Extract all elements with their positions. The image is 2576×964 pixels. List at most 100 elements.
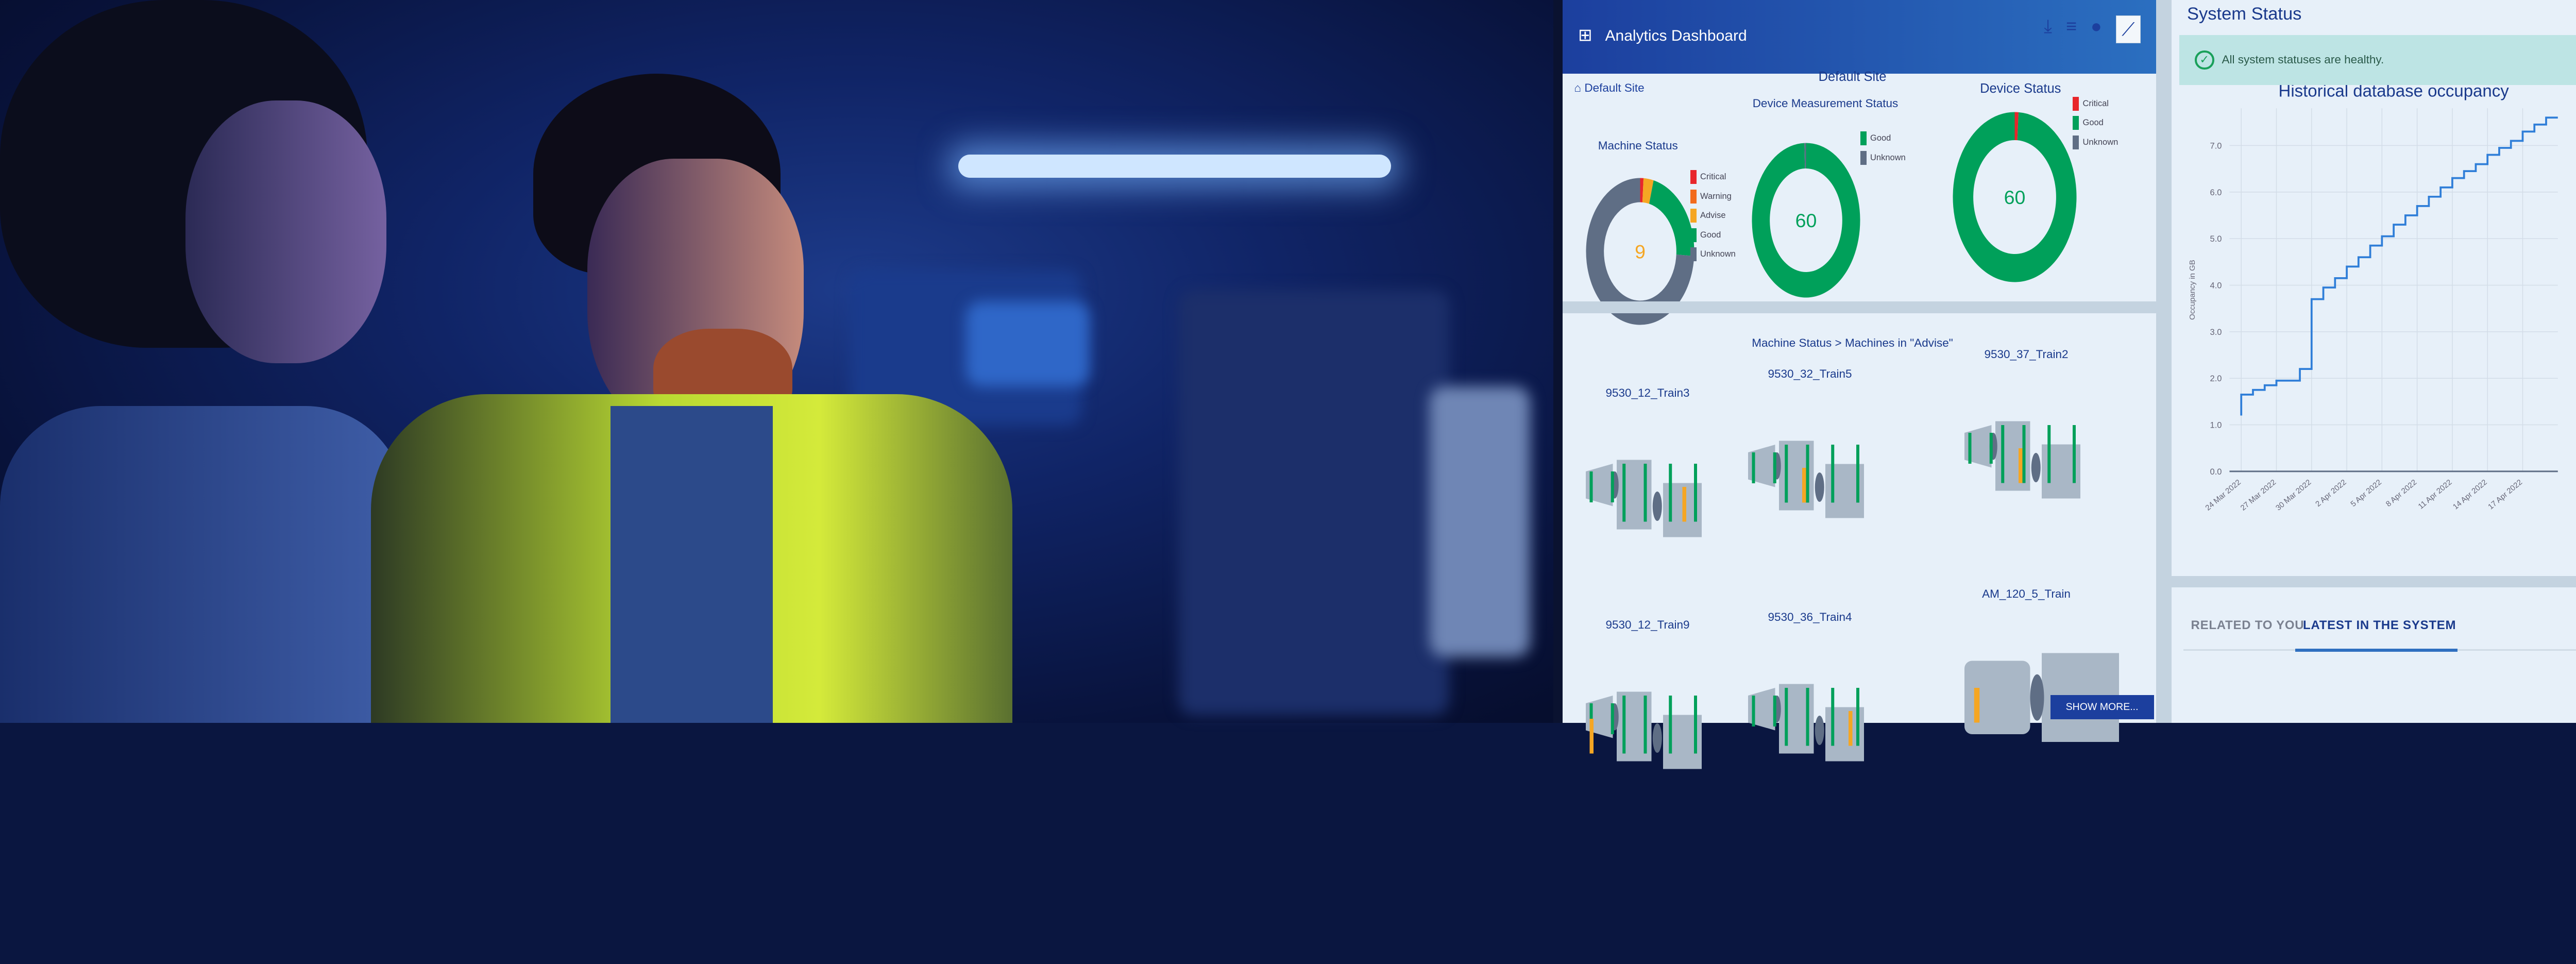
device-measurement-status-title: Device Measurement Status: [1752, 96, 1899, 110]
y-axis-label: Occupancy in GB: [2188, 260, 2197, 320]
monitor-blur: [966, 301, 1090, 386]
cabinet-blur: [1430, 386, 1530, 657]
home-icon: ⌂: [1574, 81, 1585, 94]
donut-slice-critical[interactable]: [2014, 112, 2019, 141]
legend-item[interactable]: Good: [2073, 116, 2118, 130]
legend-item[interactable]: Unknown: [1860, 150, 1906, 165]
donut-center-value: 60: [2004, 187, 2026, 208]
legend-label: Advise: [1700, 211, 1726, 220]
legend-swatch: [2073, 116, 2079, 130]
donut-center-value: 60: [1795, 210, 1817, 231]
x-tick-label: 5 Apr 2022: [2349, 478, 2383, 509]
legend-item[interactable]: Good: [1690, 228, 1736, 242]
donut-center-value: 9: [1635, 241, 1646, 262]
legend-label: Good: [1700, 230, 1721, 240]
y-tick-label: 3.0: [2210, 328, 2222, 337]
filter-icon[interactable]: ≡: [2066, 15, 2077, 37]
machine-status-donut[interactable]: 9: [1582, 174, 1698, 329]
legend-label: Good: [2082, 118, 2104, 127]
legend-label: Unknown: [1870, 153, 1906, 162]
y-tick-label: 0.0: [2210, 467, 2222, 477]
tab-related-to-you[interactable]: RELATED TO YOU: [2191, 618, 2304, 632]
app-title: Analytics Dashboard: [1605, 27, 1747, 44]
activity-tabs: RELATED TO YOU LATEST IN THE SYSTEM: [2172, 587, 2576, 723]
legend-swatch: [1690, 209, 1697, 223]
occupancy-chart[interactable]: Historical database occupancy 0.0 1.0 2.0 3.…: [2172, 85, 2576, 572]
machine-status-legend: Critical Warning Advise Good Unknown: [1690, 170, 1736, 267]
dashboard-screen: ⊞ Analytics Dashboard ⤓ ≡ ● ⟋ ⌂ Default …: [1553, 0, 2576, 769]
y-tick-label: 4.0: [2210, 281, 2222, 290]
machine-name[interactable]: 9530_12_Train9: [1605, 618, 1690, 631]
machine-train-diagram[interactable]: [1748, 429, 1872, 530]
device-status-legend: Critical Good Unknown: [2073, 96, 2119, 155]
device-status-donut[interactable]: 60: [1949, 108, 2080, 286]
x-tick-label: 17 Apr 2022: [2486, 478, 2524, 511]
tab-latest-in-the-system[interactable]: LATEST IN THE SYSTEM: [2303, 618, 2456, 632]
machine-train-diagram[interactable]: [1964, 649, 2127, 750]
machine-name[interactable]: 9530_37_Train2: [1984, 348, 2069, 361]
machine-train-diagram[interactable]: [1586, 680, 1709, 781]
show-more-button[interactable]: SHOW MORE...: [2050, 695, 2154, 719]
machine-train-diagram[interactable]: [1964, 410, 2088, 510]
machine-name[interactable]: 9530_36_Train4: [1768, 611, 1852, 623]
legend-item[interactable]: Unknown: [2073, 135, 2119, 149]
donut-slice-good[interactable]: [1752, 143, 1860, 298]
person-woman: [0, 0, 406, 723]
device-status-title: Device Status: [1980, 81, 2061, 96]
x-tick-label: 14 Apr 2022: [2451, 478, 2489, 511]
legend-swatch: [2073, 135, 2079, 149]
machine-blur: [1178, 290, 1449, 715]
x-tick-label: 2 Apr 2022: [2314, 478, 2348, 509]
donut-slice-critical[interactable]: [1640, 178, 1643, 202]
app-logo-icon: ⊞: [1578, 25, 1592, 44]
legend-item[interactable]: Unknown: [1690, 247, 1736, 261]
download-icon[interactable]: ⤓: [2044, 15, 2053, 37]
legend-swatch: [1860, 150, 1867, 165]
machine-name[interactable]: 9530_12_Train3: [1605, 386, 1690, 399]
info-icon[interactable]: ●: [2091, 15, 2102, 37]
machines-section: Machine Status > Machines in "Advise" 95…: [1563, 321, 2165, 769]
legend-label: Warning: [1700, 191, 1732, 201]
donut-slice-good[interactable]: [1953, 112, 2077, 282]
legend-item[interactable]: Critical: [1690, 170, 1736, 184]
status-charts: Default Site Machine Status Device Measu…: [1563, 70, 2165, 325]
device-measurement-legend: Good Unknown: [1860, 131, 1906, 170]
machine-status-title: Machine Status: [1598, 139, 1678, 152]
x-tick-label: 8 Apr 2022: [2384, 478, 2418, 509]
legend-item[interactable]: Good: [1860, 131, 1906, 145]
y-tick-label: 2.0: [2210, 374, 2222, 383]
machine-name[interactable]: 9530_32_Train5: [1768, 367, 1852, 380]
legend-swatch: [2073, 96, 2079, 111]
donut-slice-unknown[interactable]: [1586, 178, 1694, 325]
donut-slice-good[interactable]: [1649, 180, 1694, 256]
legend-label: Unknown: [2082, 137, 2119, 147]
y-tick-label: 1.0: [2210, 421, 2222, 430]
legend-item[interactable]: Advise: [1690, 209, 1736, 223]
y-tick-label: 6.0: [2210, 188, 2222, 197]
legend-label: Good: [1870, 133, 1891, 143]
x-tick-label: 27 Mar 2022: [2239, 478, 2278, 512]
trend-chart-icon[interactable]: ⟋: [2115, 15, 2141, 43]
machine-name[interactable]: AM_120_5_Train: [1982, 587, 2071, 600]
legend-swatch: [1690, 170, 1697, 184]
machine-train-diagram[interactable]: [1586, 448, 1709, 549]
breadcrumb[interactable]: ⌂ Default Site: [1574, 81, 1645, 94]
donut-slice-unknown[interactable]: [1804, 143, 1806, 169]
dashboard-main-panel: ⊞ Analytics Dashboard ⤓ ≡ ● ⟋ ⌂ Default …: [1553, 0, 2165, 769]
occupancy-line[interactable]: [2240, 116, 2558, 416]
y-tick-label: 7.0: [2210, 141, 2222, 150]
legend-swatch: [1690, 228, 1697, 242]
legend-swatch: [1690, 189, 1697, 204]
x-tick-label: 24 Mar 2022: [2204, 478, 2242, 512]
legend-item[interactable]: Critical: [2073, 96, 2118, 111]
check-circle-icon: ✓: [2195, 50, 2214, 70]
machine-train-diagram[interactable]: [1748, 672, 1872, 773]
legend-label: Unknown: [1700, 249, 1736, 259]
section-title: Default Site: [1818, 70, 1887, 84]
device-measurement-status-donut[interactable]: 60: [1748, 139, 1864, 301]
donut-slice-advise[interactable]: [1642, 178, 1654, 204]
panel-divider: [1563, 301, 2165, 313]
legend-item[interactable]: Warning: [1690, 189, 1736, 204]
machines-title: Machine Status > Machines in "Advise": [1752, 336, 1953, 349]
background-photo: [0, 0, 1553, 723]
